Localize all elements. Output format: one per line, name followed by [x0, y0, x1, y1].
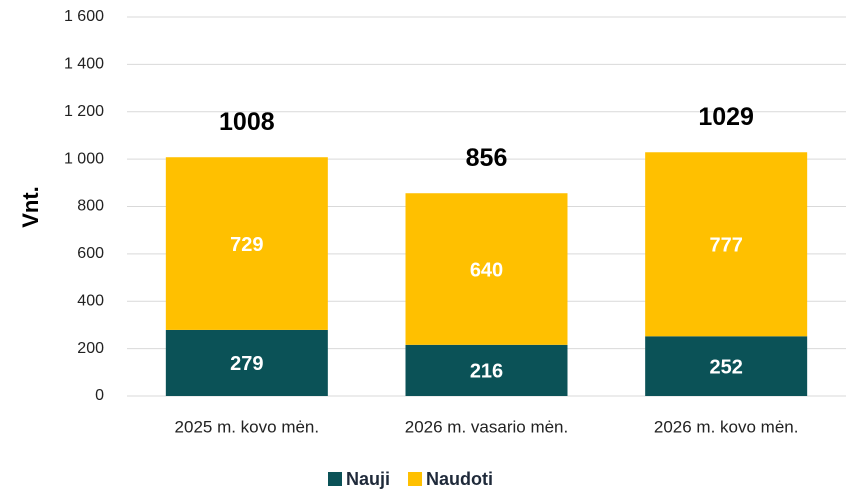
y-tick-label: 0 [95, 387, 104, 404]
y-tick-label: 600 [77, 245, 104, 262]
y-axis-label: Vnt. [18, 186, 43, 228]
y-tick-label: 1 400 [64, 56, 104, 73]
x-tick-label: 2025 m. kovo mėn. [175, 417, 320, 436]
data-label: 777 [709, 235, 742, 257]
total-label: 1029 [698, 103, 754, 131]
y-tick-label: 400 [77, 292, 104, 309]
bar-segment [165, 157, 328, 330]
data-label: 640 [470, 259, 503, 281]
bar-segment [165, 329, 328, 396]
legend-swatch [408, 472, 423, 486]
y-tick-label: 1 000 [64, 150, 104, 167]
bar-segment [645, 152, 808, 337]
bar-segment [405, 344, 568, 396]
bar-segment [405, 193, 568, 345]
data-label: 729 [230, 234, 263, 256]
y-tick-label: 1 200 [64, 103, 104, 120]
data-label: 252 [709, 356, 742, 378]
legend-label: Nauji [346, 469, 390, 489]
total-label: 1008 [219, 108, 275, 136]
x-tick-label: 2026 m. vasario mėn. [405, 417, 568, 436]
data-label: 279 [230, 353, 263, 375]
legend-swatch [328, 472, 342, 486]
legend-label: Naudoti [426, 469, 493, 489]
data-label: 216 [470, 361, 503, 383]
total-label: 856 [466, 144, 508, 172]
y-tick-label: 800 [77, 198, 104, 215]
y-tick-label: 200 [77, 340, 104, 357]
bar-segment [645, 336, 808, 396]
x-tick-label: 2026 m. kovo mėn. [654, 417, 799, 436]
y-tick-label: 1 600 [64, 8, 104, 25]
